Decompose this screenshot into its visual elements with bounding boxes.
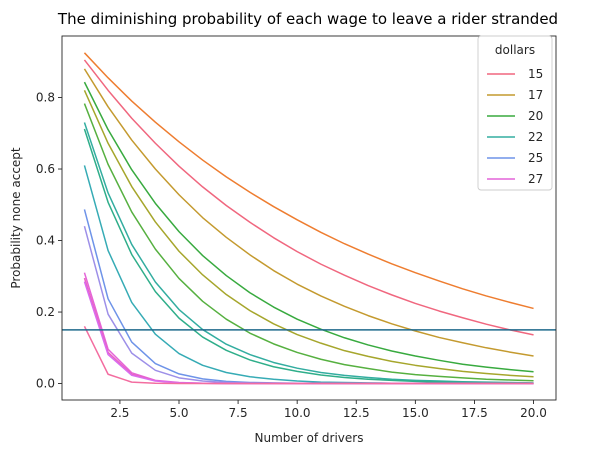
y-tick-label: 0.8 bbox=[36, 91, 55, 105]
series-line-6 bbox=[83, 103, 534, 382]
x-tick-label: 20.0 bbox=[520, 406, 547, 420]
series-line-3 bbox=[83, 68, 534, 357]
y-tick-label: 0.2 bbox=[36, 305, 55, 319]
y-axis: 0.0 0.2 0.4 0.6 0.8 bbox=[36, 91, 62, 391]
x-axis: 2.5 5.0 7.5 10.0 12.5 15.0 17.5 20.0 bbox=[110, 400, 547, 420]
x-tick-label: 10.0 bbox=[284, 406, 311, 420]
x-tick-label: 15.0 bbox=[402, 406, 429, 420]
series-line-8 bbox=[83, 128, 534, 384]
x-tick-label: 5.0 bbox=[169, 406, 188, 420]
series-line-7 bbox=[83, 122, 534, 384]
legend-title: dollars bbox=[495, 43, 535, 57]
series-line-1 bbox=[83, 52, 534, 310]
legend-entries: 15 17 20 22 25 27 bbox=[487, 67, 543, 186]
legend-label-25: 25 bbox=[528, 151, 543, 165]
series-line-4 bbox=[83, 81, 534, 373]
x-axis-label: Number of drivers bbox=[255, 431, 364, 445]
series-line-2 bbox=[83, 59, 534, 336]
series-line-5 bbox=[83, 90, 534, 378]
y-tick-label: 0.4 bbox=[36, 234, 55, 248]
plot-lines bbox=[62, 52, 556, 385]
plot-frame bbox=[61, 35, 557, 401]
series-line-15 bbox=[83, 326, 534, 385]
y-tick-label: 0.0 bbox=[36, 377, 55, 391]
legend-label-17: 17 bbox=[528, 88, 543, 102]
legend-label-27: 27 bbox=[528, 172, 543, 186]
x-tick-label: 2.5 bbox=[110, 406, 129, 420]
x-tick-label: 7.5 bbox=[229, 406, 248, 420]
legend: dollars 15 17 20 22 25 27 bbox=[477, 35, 553, 191]
legend-label-22: 22 bbox=[528, 130, 543, 144]
chart-title: The diminishing probability of each wage… bbox=[57, 10, 558, 28]
y-tick-label: 0.6 bbox=[36, 162, 55, 176]
x-tick-label: 12.5 bbox=[343, 406, 370, 420]
x-tick-label: 17.5 bbox=[461, 406, 488, 420]
legend-label-15: 15 bbox=[528, 67, 543, 81]
legend-label-20: 20 bbox=[528, 109, 543, 123]
y-axis-label: Probability none accept bbox=[9, 147, 23, 289]
series-line-10 bbox=[83, 209, 534, 385]
